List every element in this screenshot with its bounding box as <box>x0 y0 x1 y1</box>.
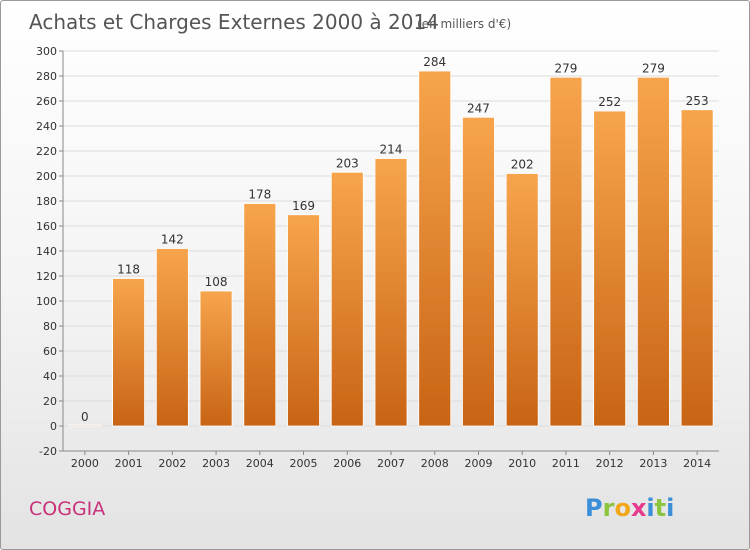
value-label-2002: 142 <box>161 233 184 247</box>
bar-2014 <box>680 109 714 427</box>
bar-2012 <box>593 110 627 427</box>
bar-value-labels: 0 118 142 108 178 169 203 214 284 247 202 279 252 279… <box>81 55 709 424</box>
bar-2013 <box>637 76 670 427</box>
x-axis-ticks: 2000 2001 2002 2003 2004 2005 2006 2007 2008 2009… <box>71 451 711 470</box>
y-tick-label: 180 <box>36 195 57 208</box>
y-tick-label: 0 <box>50 420 57 433</box>
value-label-2009: 247 <box>467 101 490 115</box>
logo-letter: r <box>603 494 615 522</box>
y-tick-label: 120 <box>36 270 57 283</box>
proxiti-logo: Proxiti <box>585 494 674 522</box>
y-tick-label: 20 <box>43 395 57 408</box>
value-label-2013: 279 <box>642 61 665 75</box>
x-tick-label-2001: 2001 <box>115 457 143 470</box>
x-tick-label-2002: 2002 <box>158 457 186 470</box>
x-tick-label-2000: 2000 <box>71 457 99 470</box>
bar-2002 <box>155 248 189 427</box>
logo-letter: i <box>666 494 674 522</box>
bar-2007 <box>374 158 408 427</box>
y-tick-label: 80 <box>43 320 57 333</box>
chart-title: Achats et Charges Externes 2000 à 2014 <box>29 10 439 34</box>
x-tick-label-2008: 2008 <box>421 457 449 470</box>
axes <box>62 51 719 452</box>
y-tick-label: 40 <box>43 370 57 383</box>
x-tick-label-2003: 2003 <box>202 457 230 470</box>
y-axis-ticks: -20 0 20 40 60 80 100 120 140 160 180 200 220 240 260 2… <box>36 45 63 458</box>
bar-2000 <box>68 424 102 427</box>
logo-letter: P <box>585 494 603 522</box>
value-label-2011: 279 <box>554 61 577 75</box>
chart-unit: (en milliers d'€) <box>417 17 511 31</box>
x-tick-label-2010: 2010 <box>508 457 536 470</box>
value-label-2000: 0 <box>81 410 89 424</box>
y-tick-label: 280 <box>36 70 57 83</box>
y-tick-label: -20 <box>39 445 57 458</box>
y-tick-label: 140 <box>36 245 57 258</box>
x-tick-label-2014: 2014 <box>683 457 711 470</box>
bar-2010 <box>505 173 539 427</box>
logo-letter: i <box>646 494 654 522</box>
y-tick-label: 160 <box>36 220 57 233</box>
bar-2009 <box>462 116 495 427</box>
logo-letter: x <box>631 494 647 522</box>
x-tick-label-2007: 2007 <box>377 457 405 470</box>
x-tick-label-2006: 2006 <box>333 457 361 470</box>
value-label-2003: 108 <box>205 275 228 289</box>
x-tick-label-2012: 2012 <box>596 457 624 470</box>
value-label-2010: 202 <box>511 158 534 172</box>
x-tick-label-2011: 2011 <box>552 457 580 470</box>
x-tick-label-2004: 2004 <box>246 457 274 470</box>
bar-2008 <box>418 70 452 427</box>
x-tick-label-2013: 2013 <box>639 457 667 470</box>
y-tick-label: 200 <box>36 170 57 183</box>
bar-2003 <box>199 290 233 427</box>
bar-2006 <box>330 171 364 427</box>
bar-2001 <box>112 278 145 427</box>
y-tick-label: 60 <box>43 345 57 358</box>
bar-2005 <box>287 214 320 427</box>
y-tick-label: 240 <box>36 120 57 133</box>
bar-2004 <box>243 203 277 427</box>
x-tick-label-2005: 2005 <box>290 457 318 470</box>
value-label-2014: 253 <box>686 94 709 108</box>
y-tick-label: 100 <box>36 295 57 308</box>
value-label-2006: 203 <box>336 156 359 170</box>
value-label-2005: 169 <box>292 199 315 213</box>
place-name: COGGIA <box>29 498 105 520</box>
value-label-2004: 178 <box>248 188 271 202</box>
bar-2011 <box>549 76 583 427</box>
y-tick-label: 260 <box>36 95 57 108</box>
bars <box>68 70 714 427</box>
x-tick-label-2009: 2009 <box>464 457 492 470</box>
value-label-2012: 252 <box>598 95 621 109</box>
y-tick-label: 220 <box>36 145 57 158</box>
value-label-2001: 118 <box>117 263 140 277</box>
logo-letter: t <box>655 494 666 522</box>
value-label-2008: 284 <box>423 55 446 69</box>
value-label-2007: 214 <box>380 143 403 157</box>
y-tick-label: 300 <box>36 45 57 58</box>
logo-letter: o <box>614 494 631 522</box>
